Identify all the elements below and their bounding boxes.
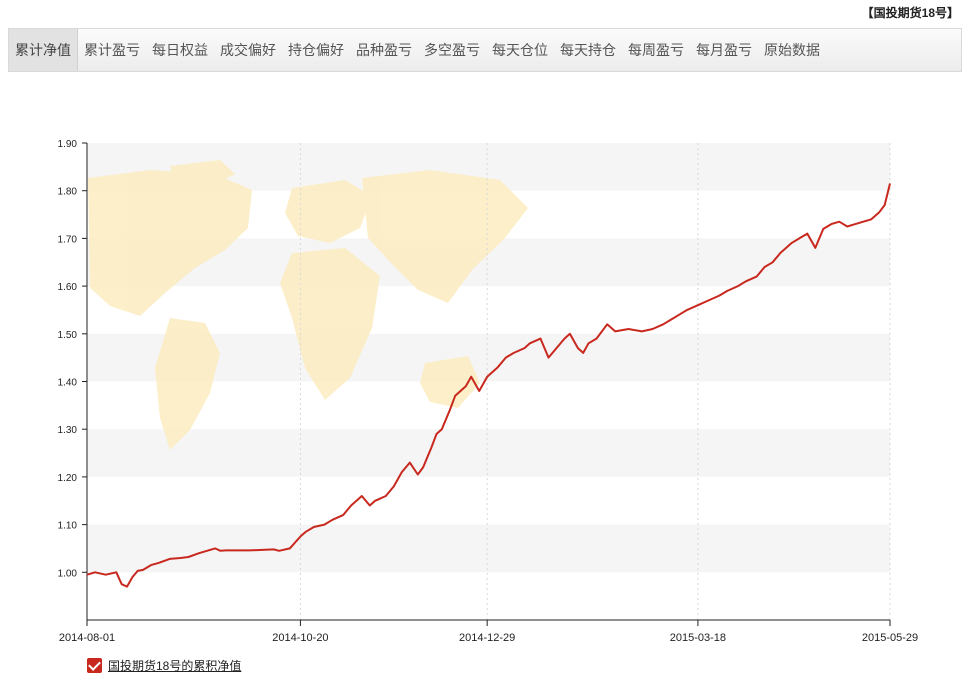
- tab-position-preference[interactable]: 持仓偏好: [288, 42, 344, 58]
- plot-band: [87, 524, 890, 573]
- map-greenland: [170, 160, 235, 190]
- plot-band: [87, 429, 890, 477]
- x-tick-label: 2014-12-29: [459, 632, 515, 644]
- legend[interactable]: 国投期货18号的累积净值: [87, 657, 241, 674]
- y-tick-label: 1.50: [58, 330, 78, 341]
- tab-cumulative-pnl[interactable]: 累计盈亏: [84, 42, 140, 58]
- tab-daily-holdings[interactable]: 每天持仓: [560, 42, 616, 58]
- y-tick-label: 1.70: [58, 234, 78, 245]
- tab-long-short-pnl[interactable]: 多空盈亏: [424, 42, 480, 58]
- fund-title: 【国投期货18号】: [861, 6, 959, 20]
- y-axis-ticks: 1.00 1.10 1.20 1.30 1.40 1.50 1.60 1.70 1.80 1.90: [58, 139, 87, 579]
- tab-cumulative-nav[interactable]: 累计净值: [9, 29, 78, 71]
- tab-bar: 累计净值 累计盈亏 每日权益 成交偏好 持仓偏好 品种盈亏 多空盈亏 每天仓位 …: [8, 28, 962, 72]
- world-map-watermark: [88, 160, 528, 450]
- map-africa: [280, 248, 380, 400]
- map-asia: [362, 170, 528, 303]
- x-tick-label: 2015-05-29: [862, 632, 918, 644]
- y-tick-label: 1.10: [58, 521, 78, 532]
- tab-trade-preference[interactable]: 成交偏好: [220, 42, 276, 58]
- map-north-america: [88, 170, 252, 316]
- tab-daily-position-size[interactable]: 每天仓位: [492, 42, 548, 58]
- nav-line-chart: 1.00 1.10 1.20 1.30 1.40 1.50 1.60 1.70 1.80 1.90…: [58, 139, 919, 644]
- y-tick-label: 1.20: [58, 473, 78, 484]
- legend-checkbox[interactable]: [87, 658, 102, 673]
- legend-label[interactable]: 国投期货18号的累积净值: [108, 659, 242, 673]
- map-australia: [420, 356, 480, 408]
- map-europe: [285, 180, 372, 243]
- map-south-america: [155, 318, 220, 450]
- y-tick-label: 1.30: [58, 425, 78, 436]
- y-tick-label: 1.80: [58, 187, 78, 198]
- y-tick-label: 1.40: [58, 378, 78, 389]
- plot-band: [87, 333, 890, 382]
- tab-product-pnl[interactable]: 品种盈亏: [356, 42, 412, 58]
- y-tick-label: 1.60: [58, 282, 78, 293]
- y-tick-label: 1.00: [58, 568, 78, 579]
- tab-monthly-pnl[interactable]: 每月盈亏: [696, 42, 752, 58]
- x-tick-label: 2014-10-20: [272, 632, 328, 644]
- y-tick-label: 1.90: [58, 139, 78, 150]
- tab-weekly-pnl[interactable]: 每周盈亏: [628, 42, 684, 58]
- x-axis-ticks: 2014-08-01 2014-10-20 2014-12-29 2015-03-18…: [59, 620, 918, 644]
- x-tick-label: 2015-03-18: [670, 632, 726, 644]
- series-line-cumulative-nav: [86, 183, 891, 588]
- tab-daily-equity[interactable]: 每日权益: [152, 42, 208, 58]
- x-tick-label: 2014-08-01: [59, 632, 115, 644]
- plot-bands: [87, 143, 890, 573]
- tab-raw-data[interactable]: 原始数据: [764, 42, 820, 58]
